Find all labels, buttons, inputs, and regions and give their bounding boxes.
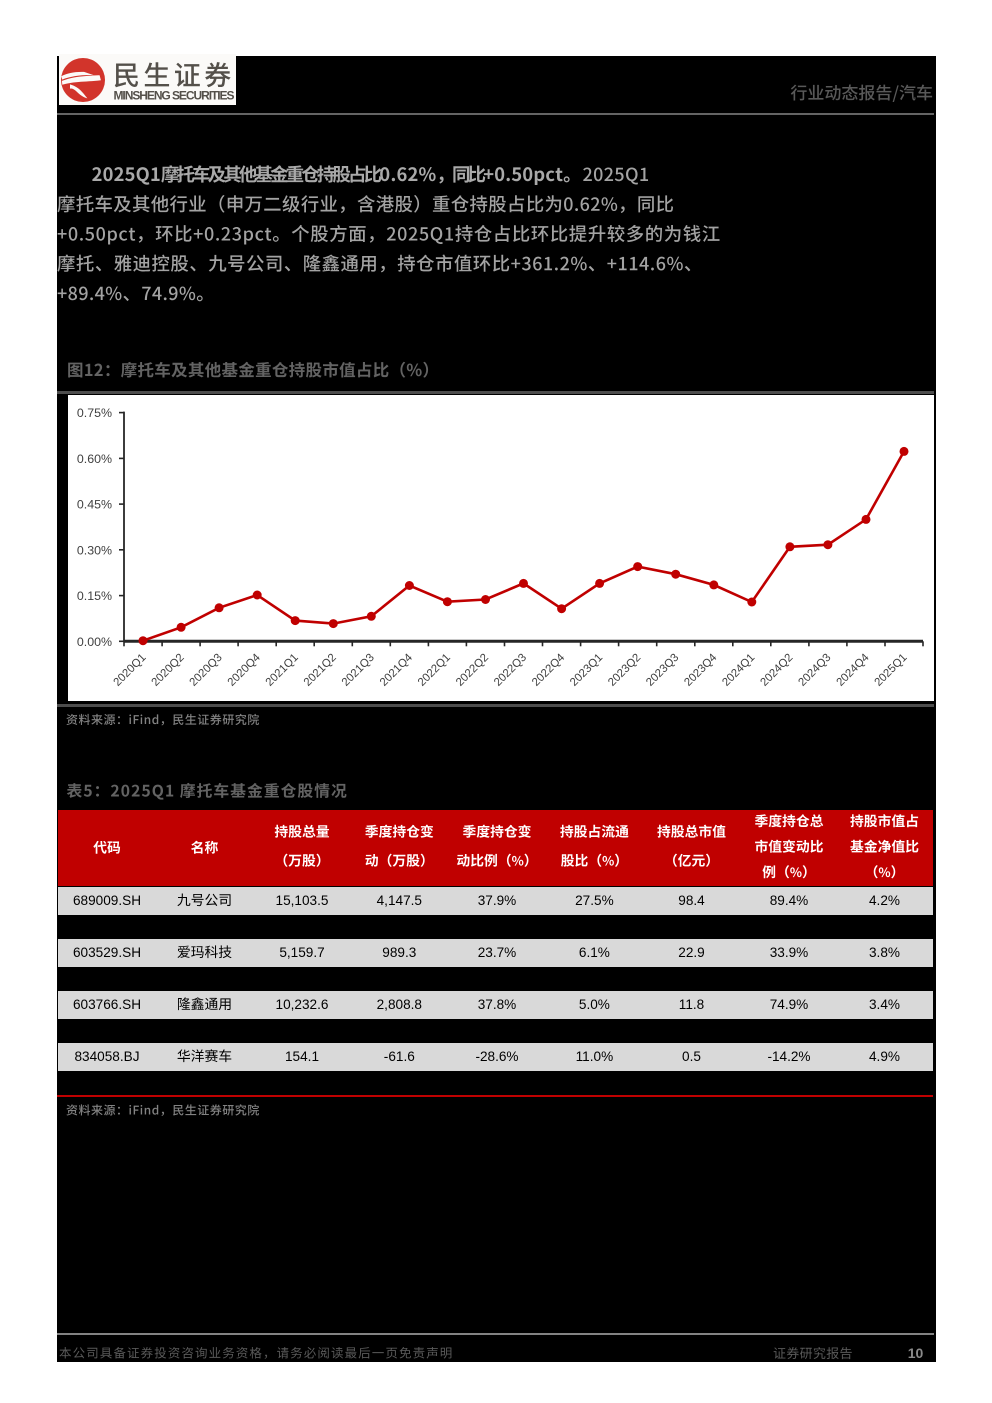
svg-text:4,147.5: 4,147.5 [377, 893, 422, 908]
svg-text:0.5: 0.5 [682, 1049, 701, 1064]
svg-text:2022Q3: 2022Q3 [492, 652, 529, 689]
svg-text:74.9%: 74.9% [770, 997, 809, 1012]
svg-text:0.45%: 0.45% [77, 498, 112, 512]
svg-text:15,103.5: 15,103.5 [276, 893, 329, 908]
svg-text:89.4%: 89.4% [770, 893, 809, 908]
svg-text:603529.SH: 603529.SH [73, 945, 141, 960]
svg-text:0.60%: 0.60% [77, 452, 112, 466]
svg-text:154.1: 154.1 [285, 1049, 319, 1064]
svg-text:27.5%: 27.5% [575, 893, 614, 908]
svg-text:0.75%: 0.75% [77, 406, 112, 420]
svg-text:22.9: 22.9 [678, 945, 704, 960]
svg-text:0.15%: 0.15% [77, 589, 112, 603]
svg-text:603766.SH: 603766.SH [73, 997, 141, 1012]
svg-text:11.0%: 11.0% [576, 1049, 614, 1064]
svg-text:689009.SH: 689009.SH [73, 893, 141, 908]
svg-text:0.30%: 0.30% [77, 543, 112, 557]
svg-text:2020Q2: 2020Q2 [150, 652, 187, 689]
svg-text:5.0%: 5.0% [579, 997, 610, 1012]
svg-text:98.4: 98.4 [678, 893, 705, 908]
svg-text:2021Q1: 2021Q1 [264, 652, 301, 689]
svg-text:-14.2%: -14.2% [767, 1049, 810, 1064]
svg-text:3.4%: 3.4% [869, 997, 900, 1012]
svg-text:37.9%: 37.9% [478, 893, 517, 908]
svg-text:-61.6: -61.6 [384, 1049, 415, 1064]
svg-text:4.2%: 4.2% [869, 893, 900, 908]
svg-text:10: 10 [908, 1345, 924, 1361]
svg-text:33.9%: 33.9% [770, 945, 809, 960]
svg-text:2023Q1: 2023Q1 [568, 652, 605, 689]
svg-text:4.9%: 4.9% [869, 1049, 900, 1064]
svg-text:2023Q4: 2023Q4 [682, 652, 719, 689]
svg-text:0.00%: 0.00% [77, 635, 112, 649]
svg-text:2024Q2: 2024Q2 [758, 652, 795, 689]
svg-text:2,808.8: 2,808.8 [377, 997, 422, 1012]
svg-text:2020Q1: 2020Q1 [111, 652, 148, 689]
svg-text:-28.6%: -28.6% [475, 1049, 518, 1064]
svg-text:2022Q4: 2022Q4 [530, 652, 567, 689]
svg-text:2020Q4: 2020Q4 [226, 652, 263, 689]
svg-text:989.3: 989.3 [382, 945, 416, 960]
svg-text:5,159.7: 5,159.7 [279, 945, 324, 960]
svg-text:2024Q4: 2024Q4 [834, 652, 871, 689]
svg-text:2022Q2: 2022Q2 [454, 652, 491, 689]
svg-text:2022Q1: 2022Q1 [416, 652, 453, 689]
svg-text:2023Q2: 2023Q2 [606, 652, 643, 689]
svg-text:2020Q3: 2020Q3 [188, 652, 225, 689]
svg-text:10,232.6: 10,232.6 [276, 997, 329, 1012]
svg-text:2025Q1: 2025Q1 [872, 652, 909, 689]
svg-text:6.1%: 6.1% [579, 945, 610, 960]
svg-text:2021Q3: 2021Q3 [340, 652, 377, 689]
svg-text:2024Q1: 2024Q1 [720, 652, 757, 689]
svg-text:2024Q3: 2024Q3 [796, 652, 833, 689]
svg-text:11.8: 11.8 [679, 997, 704, 1012]
svg-text:37.8%: 37.8% [478, 997, 517, 1012]
svg-text:2021Q4: 2021Q4 [378, 652, 415, 689]
svg-text:834058.BJ: 834058.BJ [74, 1049, 139, 1064]
svg-text:2021Q2: 2021Q2 [302, 652, 339, 689]
svg-text:2023Q3: 2023Q3 [644, 652, 681, 689]
svg-text:23.7%: 23.7% [478, 945, 517, 960]
svg-text:MINSHENG SECURITIES: MINSHENG SECURITIES [114, 89, 235, 103]
svg-text:3.8%: 3.8% [869, 945, 900, 960]
